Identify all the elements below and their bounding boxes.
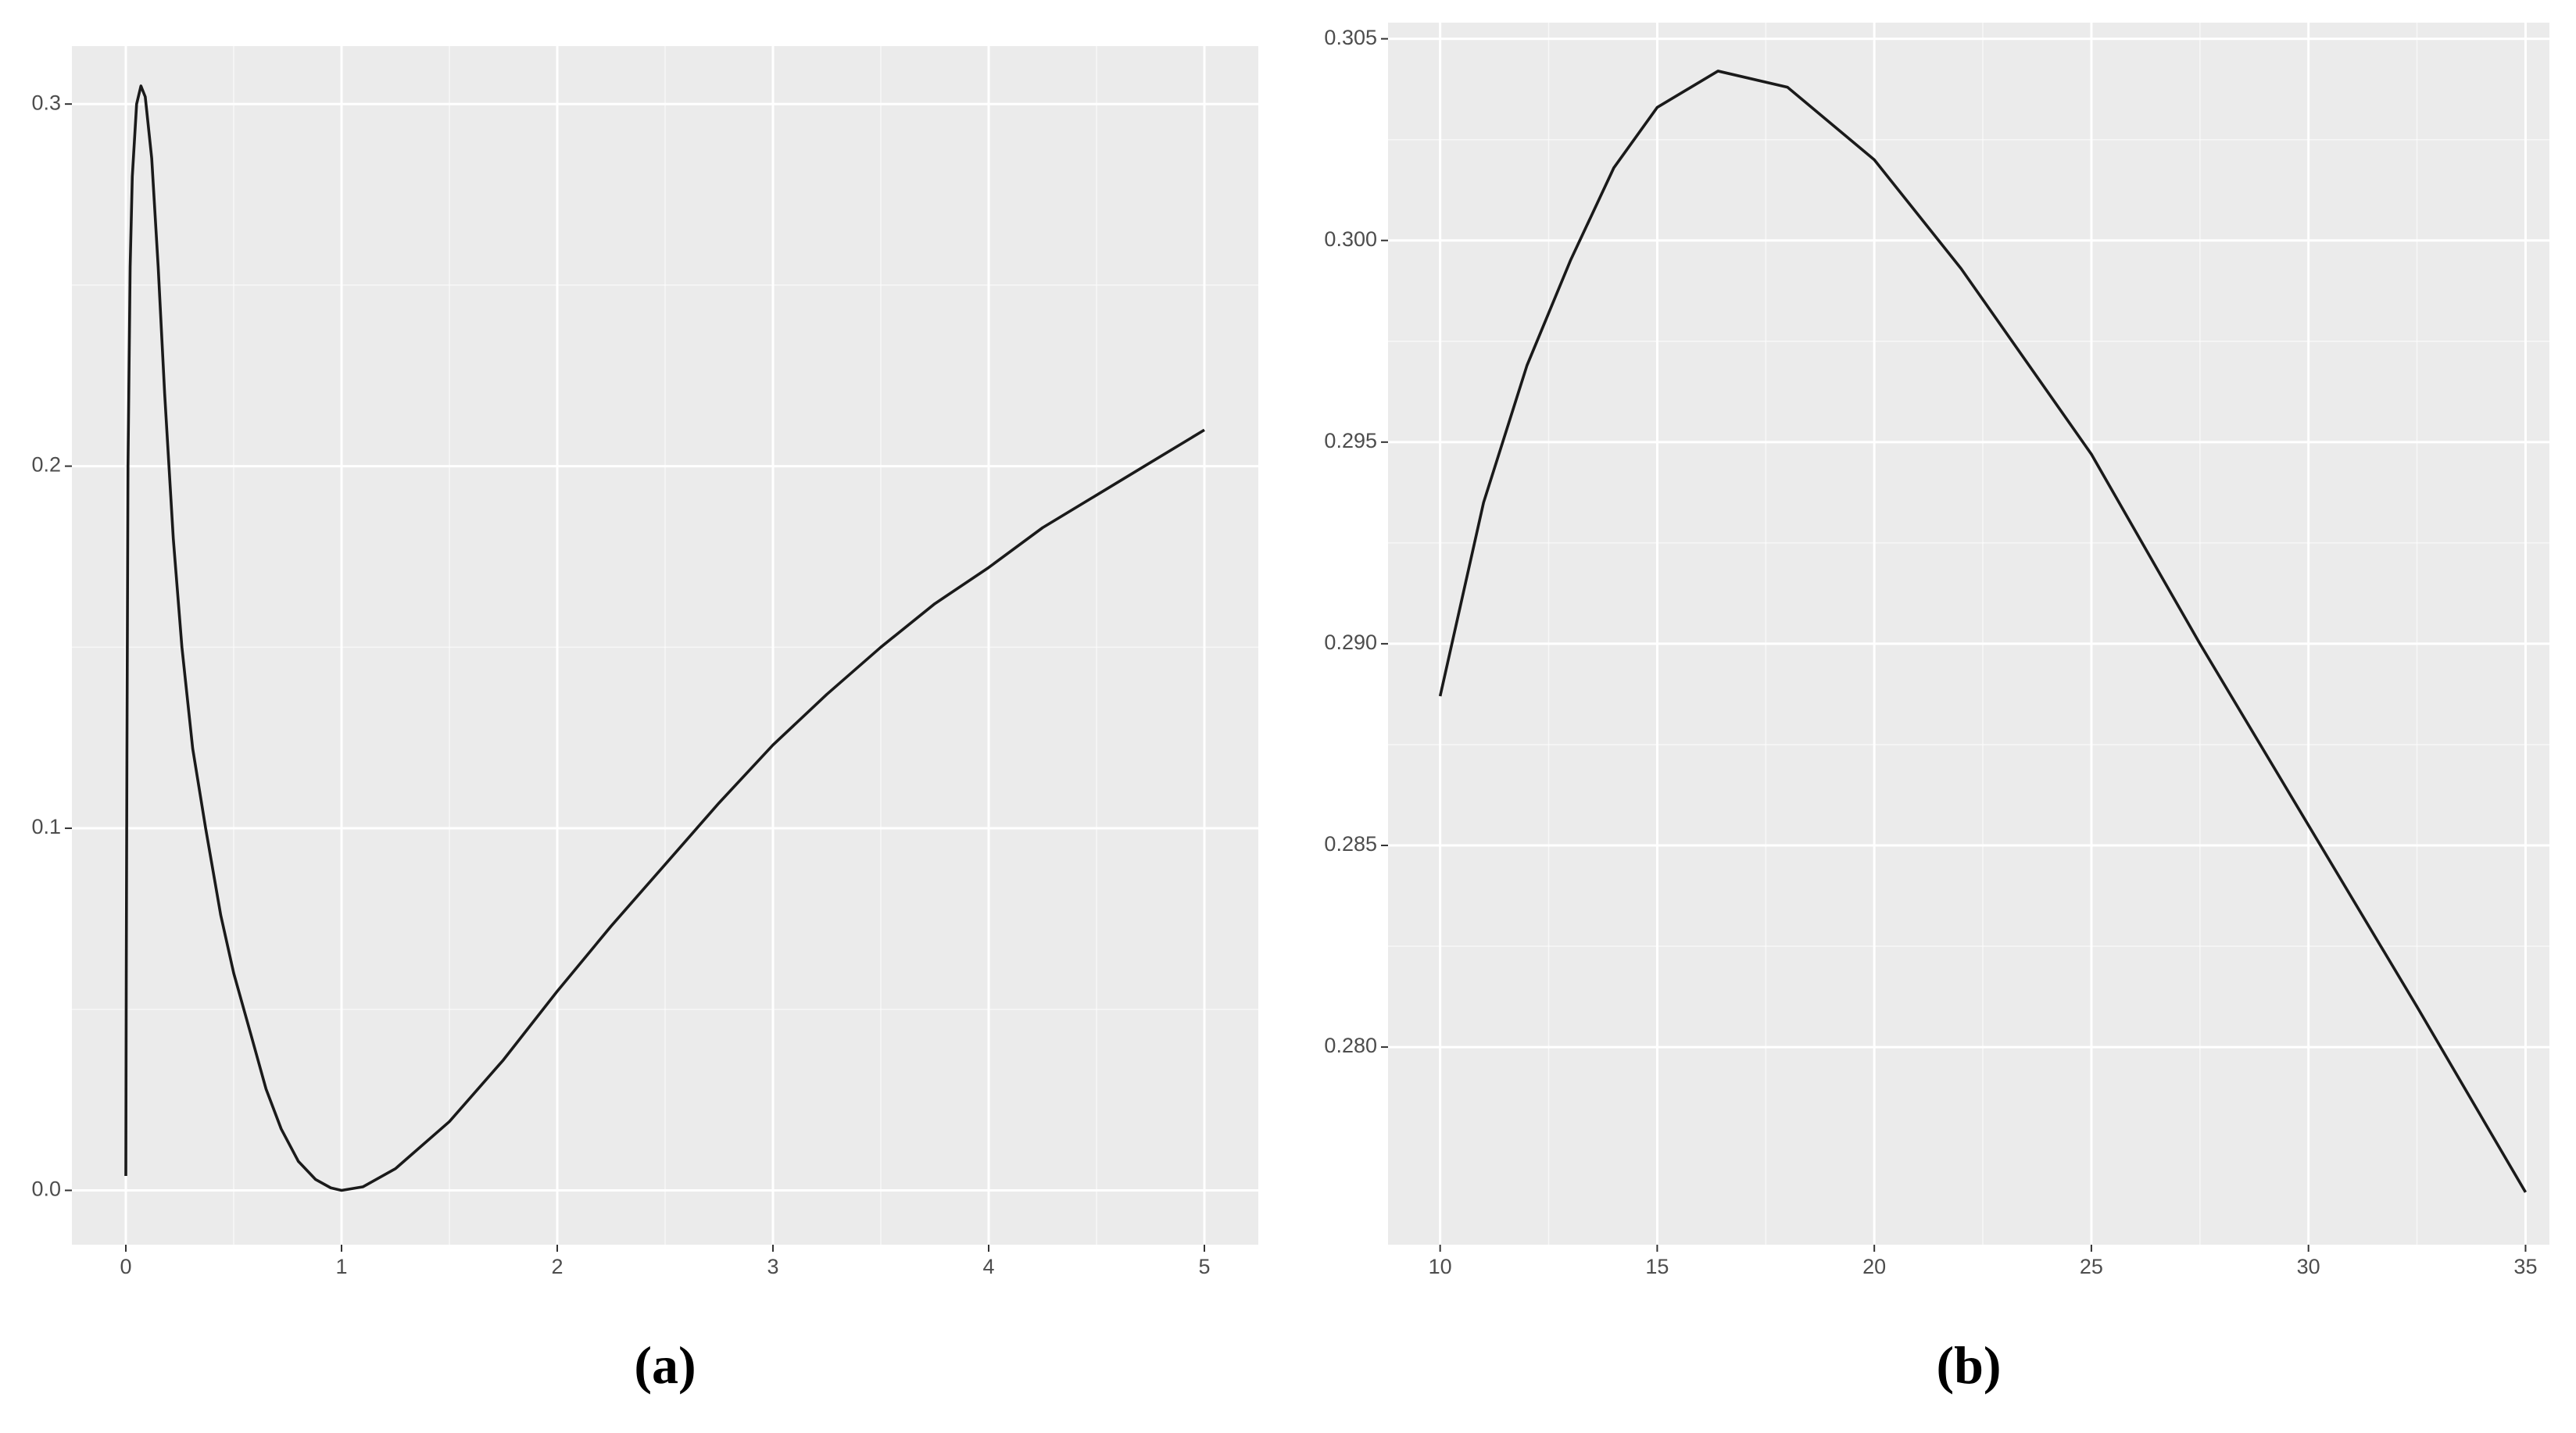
y-tick-label: 0.285 xyxy=(1324,832,1377,856)
curve xyxy=(1438,70,2528,1193)
x-tick-label: 30 xyxy=(2297,1255,2320,1278)
x-tick-label: 4 xyxy=(982,1255,994,1278)
y-tick-label: 0.2 xyxy=(31,453,61,477)
x-tick-label: 15 xyxy=(1645,1255,1669,1278)
y-tick-label: 0.305 xyxy=(1324,26,1377,49)
y-tick-label: 0.290 xyxy=(1324,631,1377,654)
x-tick-label: 10 xyxy=(1429,1255,1452,1278)
x-tick-label: 25 xyxy=(2080,1255,2103,1278)
x-tick-label: 35 xyxy=(2513,1255,2537,1278)
x-tick-label: 0 xyxy=(120,1255,131,1278)
x-tick-label: 5 xyxy=(1198,1255,1210,1278)
y-tick-label: 0.3 xyxy=(31,91,61,114)
x-tick-label: 3 xyxy=(767,1255,778,1278)
caption: (b) xyxy=(1936,1335,2001,1395)
x-tick-label: 2 xyxy=(551,1255,563,1278)
y-tick-label: 0.0 xyxy=(31,1177,61,1201)
y-tick-label: 0.295 xyxy=(1324,429,1377,452)
x-tick-label: 20 xyxy=(1862,1255,1886,1278)
x-tick-label: 1 xyxy=(335,1255,347,1278)
y-tick-label: 0.280 xyxy=(1324,1034,1377,1057)
y-tick-label: 0.1 xyxy=(31,815,61,838)
curve xyxy=(124,84,1205,1192)
caption: (a) xyxy=(634,1335,696,1395)
panel xyxy=(1388,23,2549,1245)
y-tick-label: 0.300 xyxy=(1324,227,1377,251)
